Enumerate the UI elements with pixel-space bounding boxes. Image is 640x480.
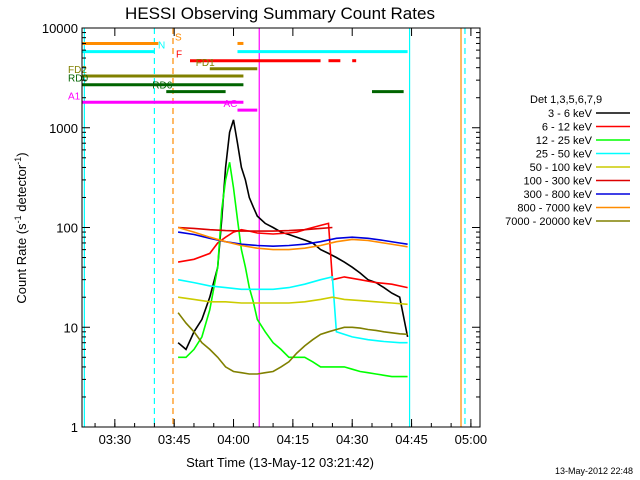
x-tick-label-4: 04:30: [336, 432, 369, 447]
x-tick-label-6: 05:00: [455, 432, 488, 447]
series-line-3: [177, 275, 408, 344]
series-line-5: [178, 226, 333, 232]
flag-label-ac: AC: [223, 99, 237, 110]
legend-label-5: 100 - 300 keV: [524, 176, 593, 188]
x-tick-label-5: 04:45: [395, 432, 428, 447]
legend-title: Det 1,3,5,6,7,9: [530, 94, 602, 106]
y-tick-label-2: 100: [56, 221, 78, 236]
x-tick-label-0: 03:30: [99, 432, 132, 447]
axes: 03:30 03:45 04:00 04:15 04:30 04:45 05:00 1 10 10…: [42, 21, 487, 447]
y-axis-label-end: ): [14, 152, 29, 156]
series-line-4: [177, 296, 408, 306]
x-tick-label-2: 04:00: [217, 432, 250, 447]
flag-label-f: F: [176, 50, 182, 61]
footer-timestamp: 13-May-2012 22:48: [555, 466, 633, 476]
y-tick-label-4: 10000: [42, 21, 78, 36]
legend-label-3: 25 - 50 keV: [536, 149, 593, 161]
x-axis-label: Start Time (13-May-12 03:21:42): [186, 455, 374, 470]
y-tick-label-1: 10: [64, 320, 78, 335]
legend-label-4: 50 - 100 keV: [530, 162, 593, 174]
legend-label-2: 12 - 25 keV: [536, 135, 593, 147]
flag-label-fd1: FD1: [196, 58, 215, 69]
series-lines: [177, 119, 409, 378]
flag-label-fd2: FD2: [68, 65, 87, 76]
legend-label-8: 7000 - 20000 keV: [505, 216, 593, 228]
flag-label-n: N: [158, 41, 165, 52]
flag-label-a1: A1: [68, 91, 81, 102]
y-tick-label-3: 1000: [49, 121, 78, 136]
series-line-2: [178, 162, 408, 378]
flag-label-rd0: RD0: [68, 74, 88, 85]
y-axis-label-sup1: -1: [13, 215, 23, 223]
x-tick-label-1: 03:45: [158, 432, 191, 447]
legend-label-6: 300 - 800 keV: [524, 189, 593, 201]
legend-label-7: 800 - 7000 keV: [517, 203, 592, 215]
series-line-8: [177, 312, 408, 375]
y-axis-label: Count Rate (s-1 detector-1): [13, 152, 29, 303]
flag-label-rd6: RD6: [152, 81, 172, 92]
series-line-1: [177, 222, 408, 289]
series-line-7: [177, 226, 408, 251]
y-axis-label-main: Count Rate (s: [14, 223, 29, 304]
y-axis-label-sup2: -1: [13, 157, 23, 165]
flag-label-s: S: [175, 32, 182, 43]
chart-title: HESSI Observing Summary Count Rates: [125, 4, 435, 23]
y-tick-label-0: 1: [71, 420, 78, 435]
legend-label-1: 6 - 12 keV: [542, 122, 593, 134]
legend-label-0: 3 - 6 keV: [548, 108, 593, 120]
plot-area: [83, 28, 466, 427]
x-tick-label-3: 04:15: [277, 432, 310, 447]
y-axis-label-mid: detector: [14, 164, 29, 215]
